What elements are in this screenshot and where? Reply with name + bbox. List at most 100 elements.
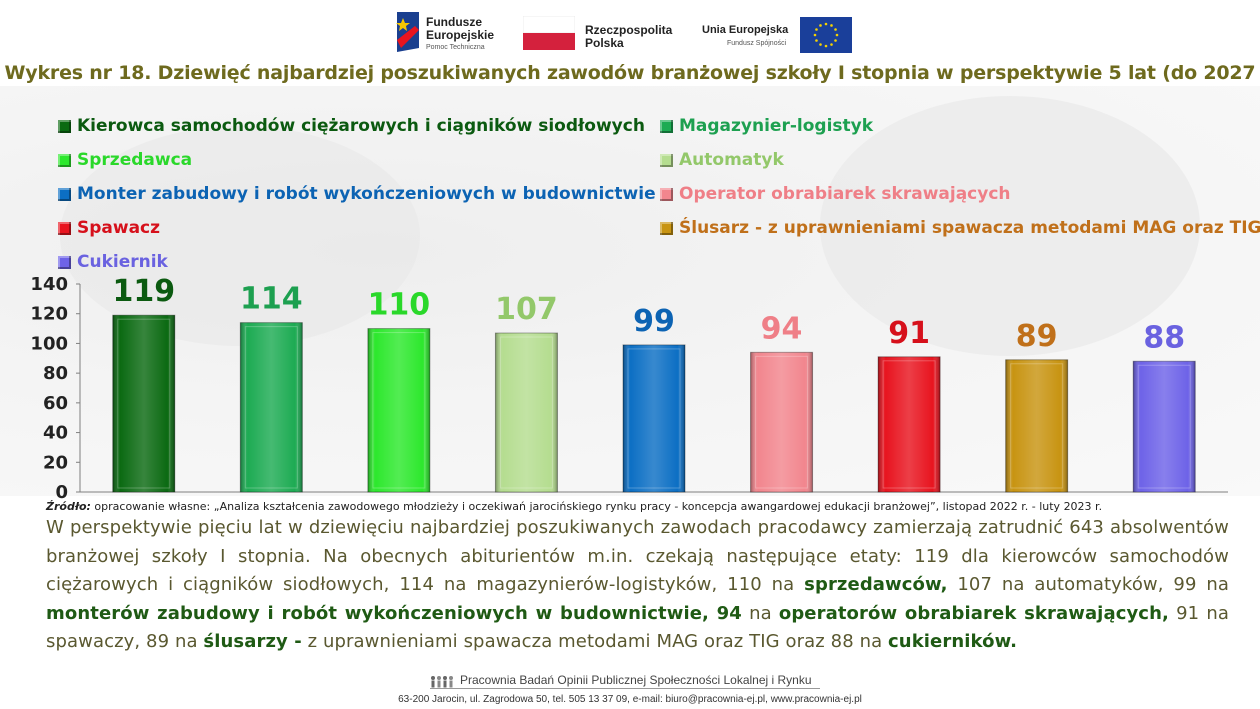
source-note: Źródło: opracowanie własne: „Analiza ksz… [46, 500, 1246, 513]
bar-shading [1133, 361, 1196, 492]
legend-item: Monter zabudowy i robót wykończeniowych … [58, 182, 656, 206]
rp-line1: Rzeczpospolita [585, 23, 673, 37]
eu-star [824, 22, 828, 26]
bar-shading [750, 352, 813, 492]
desc-bold-1: sprzedawców, [804, 574, 948, 595]
eu-star [830, 43, 833, 46]
footer-organization: Pracownia Badań Opinii Publicznej Społec… [430, 673, 830, 688]
ue-line1: Unia Europejska [702, 24, 789, 36]
bar-shading [112, 315, 175, 492]
fundusze-europejskie-logo: Fundusze Europejskie Pomoc Techniczna [393, 10, 503, 54]
y-tick-label: 20 [43, 452, 68, 473]
footer-org-name: Pracownia Badań Opinii Publicznej Społec… [460, 673, 812, 687]
y-tick-label: 120 [30, 304, 68, 325]
desc-text-2: 107 na automatyków, 99 na [947, 574, 1229, 595]
fe-line1: Fundusze [426, 15, 482, 29]
logos-header: Fundusze Europejskie Pomoc Techniczna Rz… [0, 10, 1260, 58]
desc-text-4: 91 na spawaczy, 89 na [46, 602, 1229, 653]
bar-bevel [1010, 363, 1064, 489]
legend-swatch [660, 187, 673, 201]
legend-swatch [660, 119, 673, 133]
eu-star [815, 28, 818, 31]
eu-star [815, 39, 818, 42]
bar-bevel [755, 355, 809, 489]
y-tick-label: 100 [30, 333, 68, 354]
bar-shading [623, 344, 685, 492]
y-tick-label: 60 [43, 393, 68, 414]
bar-bevel [627, 348, 681, 489]
fe-sub: Pomoc Techniczna [426, 44, 485, 51]
bar-value-label: 119 [112, 274, 175, 309]
people-icon [430, 674, 456, 688]
legend-item: Magazynier-logistyk [660, 114, 873, 138]
legend-swatch [58, 187, 71, 201]
legend-label: Automatyk [679, 150, 784, 170]
legend-swatch [58, 255, 71, 269]
bar-value-label: 99 [633, 304, 675, 339]
desc-bold-4: ślusarzy - [203, 631, 302, 652]
bar-shading [240, 322, 303, 492]
description-paragraph: W perspektywie pięciu lat w dziewięciu n… [46, 514, 1229, 657]
legend-item: Cukiernik [58, 250, 168, 274]
background-blob [820, 96, 1200, 356]
fe-line2: Europejskie [426, 28, 495, 42]
bar-bevel [372, 332, 426, 489]
eu-star [830, 24, 833, 27]
desc-bold-5: cukierników. [888, 631, 1018, 652]
bar-value-label: 91 [888, 316, 930, 351]
footer-address: 63-200 Jarocin, ul. Zagrodowa 50, tel. 5… [398, 694, 862, 705]
legend-label: Magazynier-logistyk [679, 116, 874, 136]
legend-swatch [58, 153, 71, 167]
rzeczpospolita-logo: Rzeczpospolita Polska [523, 10, 683, 54]
bar-bevel [1137, 364, 1191, 489]
legend-label: Sprzedawca [77, 150, 193, 170]
bar-bevel [882, 360, 936, 489]
eu-star [824, 44, 828, 48]
desc-bold-3: operatorów obrabiarek skrawających, [778, 602, 1169, 624]
legend-label: Spawacz [77, 218, 161, 238]
eu-star [834, 28, 837, 31]
legend-label: Kierowca samochodów ciężarowych i ciągni… [77, 116, 645, 136]
bar-value-label: 94 [761, 311, 803, 346]
legend-label: Monter zabudowy i robót wykończeniowych … [77, 184, 656, 204]
legend-item: Kierowca samochodów ciężarowych i ciągni… [58, 114, 645, 138]
eu-star [813, 33, 817, 37]
legend-label: Operator obrabiarek skrawających [679, 184, 1011, 204]
y-tick-label: 80 [43, 363, 68, 384]
bar-value-label: 110 [368, 288, 431, 323]
rp-line2: Polska [585, 36, 624, 50]
ue-sub: Fundusz Spójności [727, 40, 787, 47]
desc-bold-2: monterów zabudowy i robót wykończeniowyc… [46, 602, 742, 624]
y-tick-label: 140 [30, 274, 68, 295]
bar-chart: 0 20 40 60 80 100 120 140 119 114 110 107 99 94 91 89 88 [30, 274, 1228, 500]
bar-bevel [244, 326, 298, 489]
fe-star-icon [393, 10, 423, 54]
bar-shading [367, 328, 430, 492]
y-tick-label: 0 [55, 482, 68, 500]
legend-label: Cukiernik [77, 252, 168, 272]
legend-item: Sprzedawca [58, 148, 192, 172]
source-label: Źródło: [46, 500, 91, 513]
bar-shading [878, 356, 941, 492]
legend-swatch [58, 221, 71, 235]
eu-star [835, 33, 839, 37]
desc-text-1: W perspektywie pięciu lat w dziewięciu n… [46, 517, 1229, 595]
background-blob [60, 126, 420, 346]
desc-text-5: z uprawnieniami spawacza metodami MAG or… [301, 631, 889, 652]
unia-europejska-logo: Unia Europejska Fundusz Spójności [700, 10, 860, 54]
legend-swatch [660, 221, 673, 235]
y-tick-label: 40 [43, 423, 68, 444]
legend-swatch [58, 119, 71, 133]
eu-flag-icon [800, 17, 852, 53]
bar-shading [495, 333, 558, 492]
desc-text-3: na [741, 602, 779, 624]
eu-star [819, 43, 822, 46]
legend-label: Ślusarz - z uprawnieniami spawacza metod… [679, 218, 1260, 238]
bar-value-label: 114 [240, 282, 303, 317]
legend-item: Automatyk [660, 148, 784, 172]
eu-star [834, 39, 837, 42]
bar-value-label: 88 [1143, 320, 1185, 355]
legend-item: Ślusarz - z uprawnieniami spawacza metod… [660, 216, 1260, 240]
eu-star [819, 24, 822, 27]
bar-bevel [117, 318, 171, 489]
